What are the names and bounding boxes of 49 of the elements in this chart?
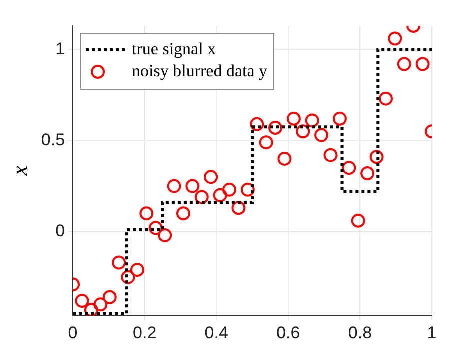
point: [232, 201, 246, 216]
point: [268, 121, 283, 135]
point: [314, 128, 329, 142]
point: [388, 32, 402, 46]
point: [250, 117, 264, 132]
point: [176, 206, 190, 221]
y-axis-title: x: [6, 166, 32, 177]
point: [324, 148, 338, 162]
point: [305, 114, 320, 128]
x-tick-label: 0.8: [348, 323, 372, 342]
y-tick-label: 1: [56, 39, 66, 58]
point: [416, 57, 430, 72]
x-tick-label: 0.6: [276, 323, 300, 342]
point: [240, 182, 255, 197]
point: [204, 170, 218, 184]
point: [360, 166, 375, 181]
point: [286, 112, 301, 126]
point: [94, 298, 108, 312]
point: [121, 270, 136, 284]
point: [194, 190, 209, 204]
point: [148, 221, 163, 236]
point: [75, 294, 90, 308]
x-tick-label: 0: [68, 323, 78, 342]
point: [102, 290, 117, 304]
point: [296, 124, 310, 139]
point: [213, 188, 228, 202]
x-tick-label: 1: [427, 323, 437, 342]
x-tick-label: 0.4: [204, 323, 228, 342]
point: [278, 152, 292, 166]
point: [342, 161, 356, 176]
point: [158, 228, 172, 242]
point: [84, 303, 98, 316]
point: [351, 214, 366, 228]
point: [397, 57, 412, 72]
point: [259, 136, 274, 150]
point: [167, 179, 182, 194]
y-tick-label: 0.5: [41, 130, 66, 150]
point: [186, 179, 200, 194]
point: [332, 112, 347, 126]
point: [130, 263, 144, 278]
point: [378, 92, 393, 106]
legend-label: noisy blurred data y: [132, 61, 268, 80]
x-tick-label: 0.2: [133, 323, 157, 342]
legend-label: true signal x: [132, 39, 217, 58]
y-tick-label: 0: [56, 222, 66, 241]
point: [140, 206, 154, 221]
point: [112, 256, 126, 270]
point: [370, 150, 384, 164]
point: [222, 182, 237, 197]
